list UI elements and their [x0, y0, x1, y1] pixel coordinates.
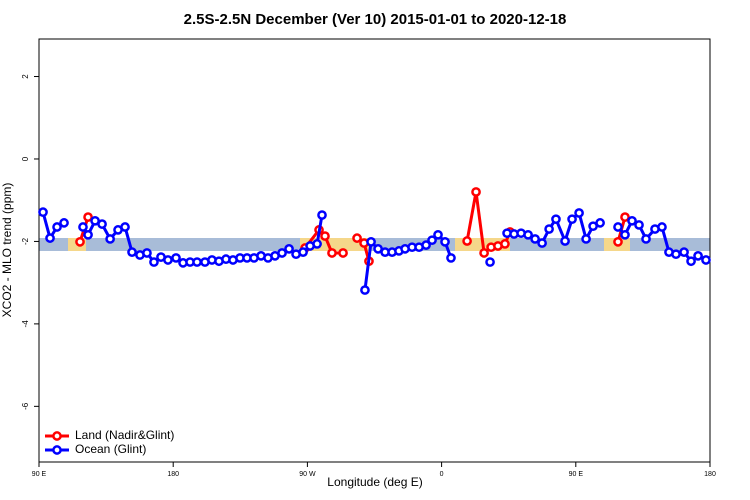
point: [298, 247, 308, 257]
point: [627, 215, 637, 226]
point: [671, 249, 681, 260]
point: [427, 235, 437, 246]
point: [421, 240, 431, 250]
legend-label: Ocean (Glint): [75, 442, 146, 456]
point: [171, 253, 181, 263]
point: [78, 222, 88, 232]
point: [433, 229, 443, 240]
point: [462, 236, 472, 246]
point: [446, 253, 456, 263]
point: [693, 251, 703, 261]
point: [59, 218, 69, 228]
chart-title: 2.5S-2.5N December (Ver 10) 2015-01-01 t…: [184, 11, 567, 28]
point: [657, 222, 667, 232]
point: [360, 285, 370, 295]
x-tick-label: 90 E: [32, 471, 47, 478]
point: [352, 233, 362, 243]
point: [701, 255, 711, 265]
point: [567, 214, 577, 225]
y-axis-label: XCO2 - MLO trend (ppm): [0, 183, 14, 318]
point: [620, 212, 630, 222]
point: [327, 248, 337, 258]
point: [634, 220, 644, 230]
point: [574, 208, 584, 218]
y-tick-label: -4: [21, 320, 30, 328]
point: [560, 236, 570, 246]
plot-frame: [38, 38, 711, 463]
legend-marker: [52, 431, 62, 441]
point: [120, 222, 130, 232]
point: [551, 214, 561, 225]
point: [97, 219, 107, 229]
x-tick-label: 90 E: [569, 471, 584, 478]
point: [479, 248, 489, 258]
point: [537, 238, 547, 248]
point: [595, 218, 605, 228]
y-tick-label: 0: [21, 156, 30, 161]
point: [530, 234, 540, 244]
x-tick-label: 0: [440, 471, 444, 478]
legend: Land (Nadir&Glint)Ocean (Glint): [45, 428, 174, 456]
point: [338, 248, 348, 258]
point: [523, 229, 533, 240]
x-axis-label: Longitude (deg E): [327, 475, 422, 489]
point: [83, 212, 93, 222]
point: [686, 256, 696, 267]
point: [192, 257, 202, 267]
point: [320, 231, 330, 241]
point: [581, 234, 591, 244]
point: [641, 234, 651, 244]
x-tick-label: 180: [704, 471, 716, 478]
y-tick-label: -6: [21, 402, 30, 410]
point: [613, 222, 623, 232]
point: [679, 247, 689, 257]
point: [284, 244, 294, 254]
point: [613, 236, 623, 247]
point: [312, 239, 322, 249]
point: [127, 247, 137, 257]
x-tick-label: 180: [167, 471, 179, 478]
point: [75, 236, 85, 247]
point: [83, 229, 93, 240]
point: [277, 248, 287, 258]
point: [105, 234, 115, 244]
point: [500, 239, 510, 249]
y-tick-label: 2: [21, 74, 30, 79]
point: [52, 222, 62, 232]
point: [45, 233, 55, 243]
point: [485, 257, 495, 267]
point: [142, 248, 152, 258]
legend-label: Land (Nadir&Glint): [75, 428, 174, 442]
point: [38, 207, 48, 218]
point: [620, 229, 630, 240]
x-tick-label: 90 W: [299, 471, 316, 478]
point: [440, 236, 450, 247]
point: [149, 257, 159, 267]
point: [471, 187, 481, 197]
point: [544, 224, 554, 234]
y-tick-label: -2: [21, 237, 30, 245]
point: [163, 255, 173, 265]
point: [366, 236, 376, 247]
legend-marker: [52, 445, 62, 455]
point: [317, 210, 327, 220]
